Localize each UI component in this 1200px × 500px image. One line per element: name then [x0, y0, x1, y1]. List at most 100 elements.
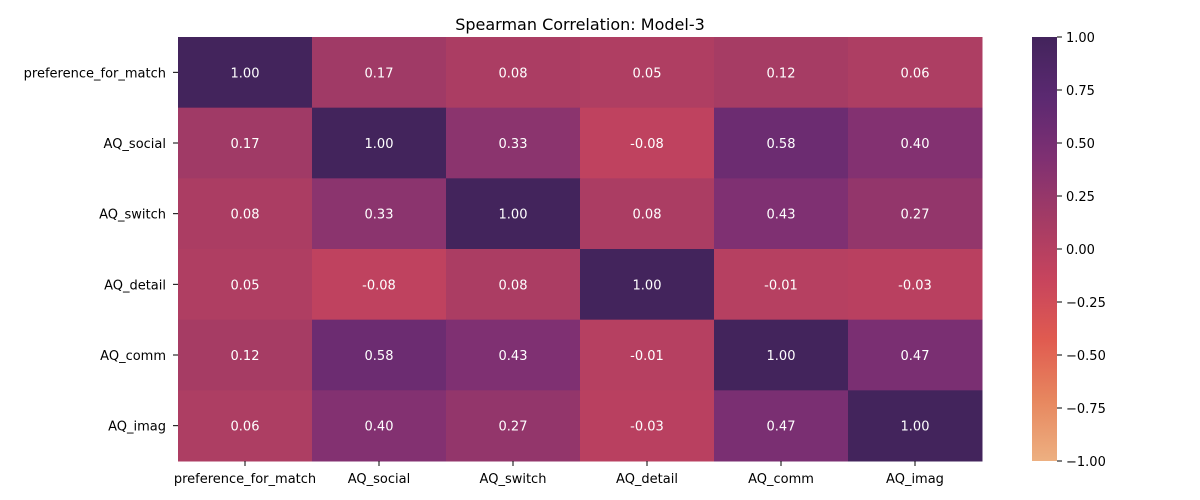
heatmap-cell	[178, 390, 313, 462]
heatmap-cell	[312, 390, 447, 462]
colorbar-tick-label: −0.75	[1066, 402, 1106, 417]
heatmap-cell	[312, 249, 447, 321]
heatmap-cell	[580, 37, 715, 109]
cell-value-label: 0.27	[499, 420, 528, 435]
cell-value-label: -0.08	[630, 137, 664, 152]
y-axis: preference_for_match AQ_social AQ_switch AQ…	[24, 66, 178, 435]
heatmap-cell	[714, 390, 849, 462]
cell-value-label: 0.06	[901, 66, 930, 81]
cell-value-label: -0.03	[898, 278, 932, 293]
x-tick-label: AQ_switch	[480, 472, 547, 487]
cell-value-label: 0.33	[365, 208, 394, 223]
cell-value-label: 0.08	[499, 66, 528, 81]
cell-value-label: 0.12	[231, 349, 260, 364]
colorbar-tick-label: 0.00	[1066, 243, 1095, 258]
cell-value-label: 1.00	[633, 278, 662, 293]
colorbar-tick-label: 0.50	[1066, 137, 1095, 152]
heatmap-cell	[848, 319, 983, 391]
heatmap-cell	[446, 390, 581, 462]
cell-value-label: 1.00	[365, 137, 394, 152]
heatmap-cell	[446, 107, 581, 179]
colorbar: 1.00 0.75 0.50 0.25 0.00 −0.25 −0.50 −0.75 −1.00	[1032, 31, 1106, 470]
heatmap-cell	[848, 107, 983, 179]
colorbar-tick-label: 0.25	[1066, 190, 1095, 205]
heatmap-cell	[178, 178, 313, 250]
y-tick-label: preference_for_match	[24, 66, 166, 81]
heatmap-cell	[178, 319, 313, 391]
x-axis: preference_for_match AQ_social AQ_switch AQ…	[174, 461, 944, 487]
cell-value-label: 0.43	[499, 349, 528, 364]
y-tick-label: AQ_comm	[100, 349, 166, 364]
cell-value-label: 0.08	[499, 278, 528, 293]
y-tick-label: AQ_imag	[108, 420, 166, 435]
heatmap-cell	[848, 178, 983, 250]
cell-value-label: 0.40	[901, 137, 930, 152]
x-tick-label: AQ_social	[348, 472, 410, 487]
heatmap-cell	[178, 249, 313, 321]
heatmap-cell	[580, 319, 715, 391]
heatmap-cell	[714, 178, 849, 250]
heatmap-cell	[580, 178, 715, 250]
x-tick-label: AQ_detail	[616, 472, 678, 487]
cell-value-label: 0.06	[231, 420, 260, 435]
colorbar-tick-label: −0.25	[1066, 296, 1106, 311]
cell-value-label: 0.47	[767, 420, 796, 435]
heatmap-cell	[178, 107, 313, 179]
cell-value-label: 0.40	[365, 420, 394, 435]
cell-value-label: 0.08	[231, 208, 260, 223]
heatmap-cell	[580, 249, 715, 321]
colorbar-tick-label: 1.00	[1066, 31, 1095, 46]
cell-value-label: 1.00	[901, 420, 930, 435]
heatmap-cell	[312, 319, 447, 391]
heatmap-cell	[714, 107, 849, 179]
cell-value-label: 0.43	[767, 208, 796, 223]
heatmap-cell	[312, 178, 447, 250]
cell-value-label: 0.17	[231, 137, 260, 152]
heatmap-cell	[580, 107, 715, 179]
cell-value-label: 1.00	[231, 66, 260, 81]
cell-value-label: 0.27	[901, 208, 930, 223]
cell-value-label: 0.17	[365, 66, 394, 81]
cell-value-label: 1.00	[499, 208, 528, 223]
heatmap-cell	[714, 249, 849, 321]
colorbar-scale	[1032, 37, 1057, 461]
y-tick-label: AQ_switch	[99, 208, 166, 223]
cell-value-label: -0.01	[764, 278, 798, 293]
x-tick-label: AQ_imag	[886, 472, 944, 487]
cell-value-label: 0.47	[901, 349, 930, 364]
cell-value-label: 0.05	[633, 66, 662, 81]
cell-value-label: 0.05	[231, 278, 260, 293]
heatmap-cell	[848, 37, 983, 109]
colorbar-tick-label: −1.00	[1066, 455, 1106, 470]
chart-title: Spearman Correlation: Model-3	[455, 15, 705, 34]
cell-value-label: 0.08	[633, 208, 662, 223]
heatmap-cell	[714, 37, 849, 109]
heatmap-cell	[312, 37, 447, 109]
cell-value-label: 0.58	[365, 349, 394, 364]
heatmap-cell	[714, 319, 849, 391]
heatmap-cell	[580, 390, 715, 462]
heatmap-cell	[848, 390, 983, 462]
cell-value-label: -0.01	[630, 349, 664, 364]
cell-value-label: 0.58	[767, 137, 796, 152]
x-tick-label: preference_for_match	[174, 472, 316, 487]
heatmap-cell	[446, 319, 581, 391]
heatmap-cell	[446, 37, 581, 109]
heatmap-cell	[848, 249, 983, 321]
y-tick-label: AQ_social	[104, 137, 166, 152]
heatmap-cells: 1.00 0.17 0.08 0.05 0.12 0.06 0.17 1.00 0.33 -0.0…	[178, 37, 983, 462]
heatmap-cell	[446, 178, 581, 250]
heatmap-cell	[178, 37, 313, 109]
y-tick-label: AQ_detail	[104, 278, 166, 293]
cell-value-label: 1.00	[767, 349, 796, 364]
heatmap-cell	[446, 249, 581, 321]
cell-value-label: 0.33	[499, 137, 528, 152]
colorbar-tick-label: 0.75	[1066, 84, 1095, 99]
x-tick-label: AQ_comm	[748, 472, 814, 487]
colorbar-tick-label: −0.50	[1066, 349, 1106, 364]
cell-value-label: -0.08	[362, 278, 396, 293]
cell-value-label: -0.03	[630, 420, 664, 435]
cell-value-label: 0.12	[767, 66, 796, 81]
heatmap-cell	[312, 107, 447, 179]
